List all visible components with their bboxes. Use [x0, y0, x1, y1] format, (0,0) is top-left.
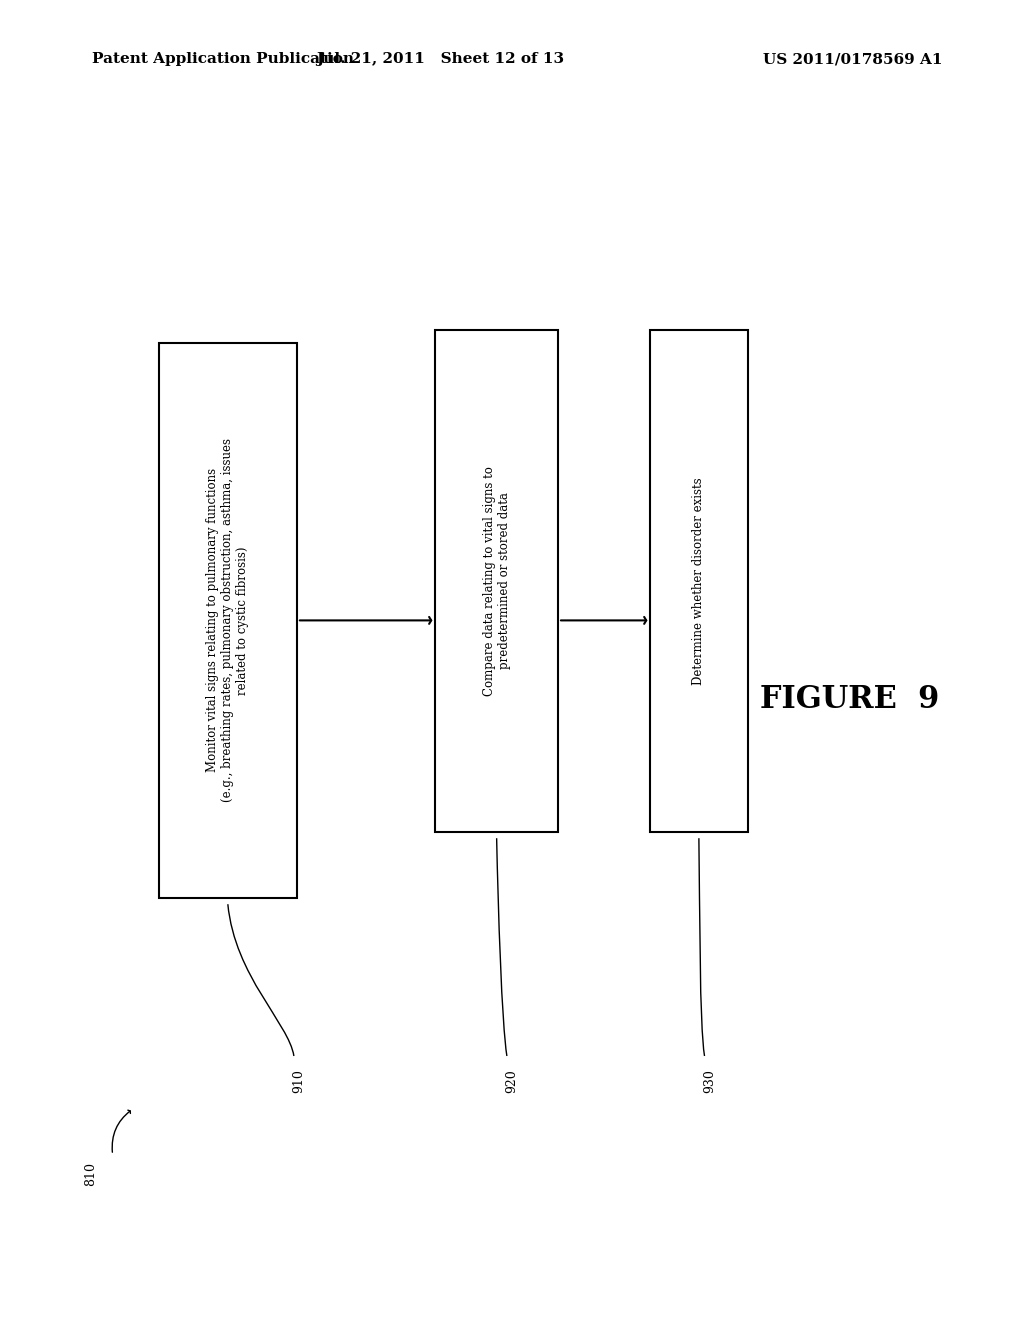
Text: Determine whether disorder exists: Determine whether disorder exists: [692, 477, 706, 685]
FancyBboxPatch shape: [159, 343, 297, 898]
Text: FIGURE  9: FIGURE 9: [760, 684, 940, 715]
Text: Compare data relating to vital signs to
predetermined or stored data: Compare data relating to vital signs to …: [482, 466, 511, 696]
Text: 930: 930: [703, 1069, 716, 1093]
Text: Monitor vital signs relating to pulmonary functions
(e.g., breathing rates, pulm: Monitor vital signs relating to pulmonar…: [207, 438, 249, 803]
FancyBboxPatch shape: [435, 330, 558, 832]
Text: 810: 810: [84, 1162, 97, 1185]
Text: Jul. 21, 2011   Sheet 12 of 13: Jul. 21, 2011 Sheet 12 of 13: [316, 53, 564, 66]
FancyBboxPatch shape: [650, 330, 748, 832]
Text: 920: 920: [506, 1069, 518, 1093]
Text: 910: 910: [293, 1069, 305, 1093]
Text: Patent Application Publication: Patent Application Publication: [92, 53, 354, 66]
Text: US 2011/0178569 A1: US 2011/0178569 A1: [763, 53, 942, 66]
